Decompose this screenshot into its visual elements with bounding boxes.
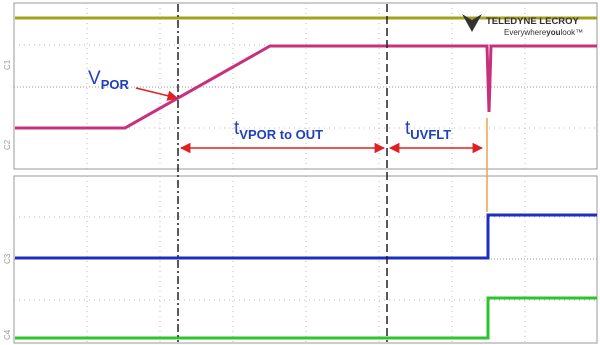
channel-label: C1	[3, 59, 12, 70]
channel-label: C4	[3, 329, 12, 340]
channel-label: C3	[3, 253, 12, 264]
symbol: V	[88, 68, 101, 89]
tagline-part: you	[546, 28, 560, 37]
scope-screenshot: VPOR tVPOR to OUT tUVFLT C1 C2 C3 C4 TEL…	[0, 0, 600, 345]
tagline-part: look™	[560, 28, 583, 37]
subscript: VPOR to OUT	[239, 127, 323, 142]
tagline: Everywhereyoulook™	[504, 28, 583, 37]
subscript: POR	[101, 77, 130, 92]
brand: TELEDYNE LECROY	[486, 16, 580, 27]
tagline-part: Everywhere	[504, 28, 547, 37]
subscript: UVFLT	[410, 127, 451, 142]
channel-label: C2	[3, 139, 12, 150]
